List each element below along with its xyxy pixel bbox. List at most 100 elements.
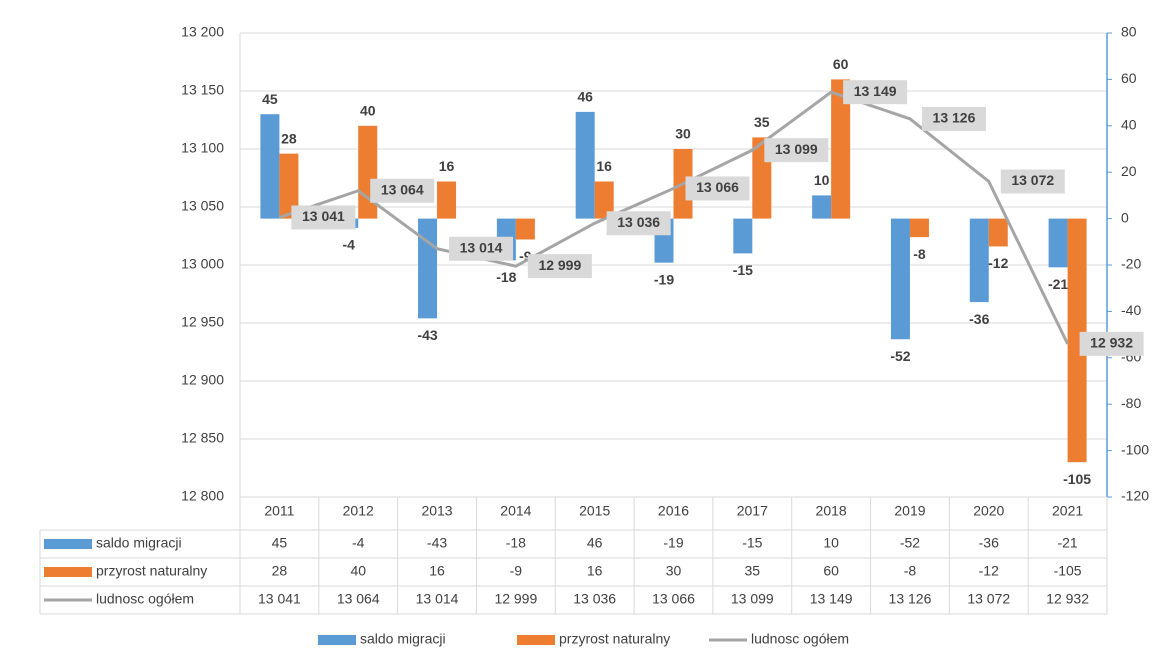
line-value-label: 13 036 <box>617 214 660 230</box>
label-box <box>685 176 750 201</box>
table-cell: 10 <box>823 535 839 551</box>
bar <box>594 181 614 219</box>
table-cell: 60 <box>823 563 839 579</box>
table-cell: 13 066 <box>652 591 695 607</box>
bar-value-label: 30 <box>675 126 691 142</box>
line-value-label: 13 149 <box>854 83 897 99</box>
bar-value-label: -105 <box>1063 471 1091 487</box>
y2-tick-label: -120 <box>1121 488 1149 504</box>
legend-key <box>517 635 555 645</box>
table-cell: 13 072 <box>967 591 1010 607</box>
bar <box>890 218 910 340</box>
label-box <box>449 236 514 261</box>
bar-value-label: 46 <box>577 89 593 105</box>
x-tick-label: 2020 <box>973 503 1004 519</box>
legend-label: ludnosc ogółem <box>751 631 849 647</box>
table-row-label: ludnosc ogółem <box>96 591 194 607</box>
bar-value-label: 60 <box>833 56 849 72</box>
bar <box>988 218 1008 247</box>
line-value-label: 13 066 <box>696 179 739 195</box>
bar <box>279 153 299 219</box>
y-tick-label: 13 200 <box>181 24 224 40</box>
table-cell: -21 <box>1057 535 1077 551</box>
line-value-label: 13 014 <box>460 239 503 255</box>
bar-value-label: 16 <box>439 158 455 174</box>
line <box>278 90 1069 345</box>
label-box <box>764 138 829 163</box>
y-tick-label: 12 950 <box>181 314 224 330</box>
bar <box>909 218 929 238</box>
y2-tick-label: -40 <box>1121 302 1141 318</box>
bar <box>260 114 280 219</box>
label-box <box>291 205 356 230</box>
table-cell: -8 <box>904 563 917 579</box>
table-cell: 13 014 <box>416 591 459 607</box>
bar-value-label: 40 <box>360 103 376 119</box>
x-tick-label: 2018 <box>816 503 847 519</box>
bar <box>575 111 595 219</box>
x-tick-label: 2013 <box>421 503 452 519</box>
table-cell: 12 932 <box>1046 591 1089 607</box>
y2-tick-label: -80 <box>1121 395 1141 411</box>
label-box <box>370 178 435 203</box>
bar <box>418 218 438 319</box>
x-tick-label: 2019 <box>894 503 925 519</box>
table-cell: -36 <box>979 535 999 551</box>
line-value-label: 13 072 <box>1011 172 1054 188</box>
table-cell: -19 <box>663 535 683 551</box>
y2-tick-label: -20 <box>1121 256 1141 272</box>
table-cell: 45 <box>272 535 288 551</box>
x-tick-label: 2015 <box>579 503 610 519</box>
table-cell: 13 126 <box>889 591 932 607</box>
table-cell: -18 <box>506 535 526 551</box>
bar-value-label: 10 <box>814 172 830 188</box>
bar <box>515 218 535 240</box>
line-value-label: 12 999 <box>538 257 581 273</box>
y2-tick-label: 0 <box>1121 209 1129 225</box>
table-cell: 12 999 <box>494 591 537 607</box>
bar-value-label: 16 <box>596 158 612 174</box>
table-cell: 13 099 <box>731 591 774 607</box>
y-tick-label: 13 150 <box>181 82 224 98</box>
legend-label: saldo migracji <box>360 631 446 647</box>
bar-value-label: -21 <box>1048 276 1068 292</box>
y2-tick-label: 80 <box>1121 24 1137 40</box>
table-cell: 16 <box>429 563 445 579</box>
line-value-label: 13 099 <box>775 141 818 157</box>
table-cell: 28 <box>272 563 288 579</box>
legend-label: przyrost naturalny <box>559 631 670 647</box>
label-box <box>921 106 986 131</box>
table-cell: -4 <box>352 535 365 551</box>
bar <box>969 218 989 303</box>
table-cell: 46 <box>587 535 603 551</box>
line-value-label: 13 126 <box>933 110 976 126</box>
y-tick-label: 12 900 <box>181 372 224 388</box>
bar-value-label: 35 <box>754 114 770 130</box>
table-key <box>44 539 92 549</box>
y-tick-label: 13 050 <box>181 198 224 214</box>
table-row-label: przyrost naturalny <box>96 563 207 579</box>
y-tick-label: 12 800 <box>181 488 224 504</box>
table-cell: 13 041 <box>258 591 301 607</box>
x-tick-label: 2012 <box>343 503 374 519</box>
bar-value-label: 28 <box>281 130 297 146</box>
bar-value-label: -8 <box>913 246 926 262</box>
bar <box>733 218 753 254</box>
table-row-label: saldo migracji <box>96 535 182 551</box>
line-value-label: 13 064 <box>381 181 424 197</box>
bar <box>812 195 832 219</box>
bar-value-label: -36 <box>969 311 989 327</box>
table-key <box>44 567 92 577</box>
x-tick-label: 2017 <box>737 503 768 519</box>
label-box <box>843 80 908 105</box>
bar-value-label: 45 <box>262 91 278 107</box>
table-cell: -15 <box>742 535 762 551</box>
x-tick-label: 2014 <box>500 503 531 519</box>
table-cell: -105 <box>1054 563 1082 579</box>
bar-value-label: -4 <box>343 237 356 253</box>
y-tick-label: 13 000 <box>181 256 224 272</box>
y2-tick-label: 20 <box>1121 163 1137 179</box>
table-cell: -52 <box>900 535 920 551</box>
label-box <box>527 254 592 279</box>
